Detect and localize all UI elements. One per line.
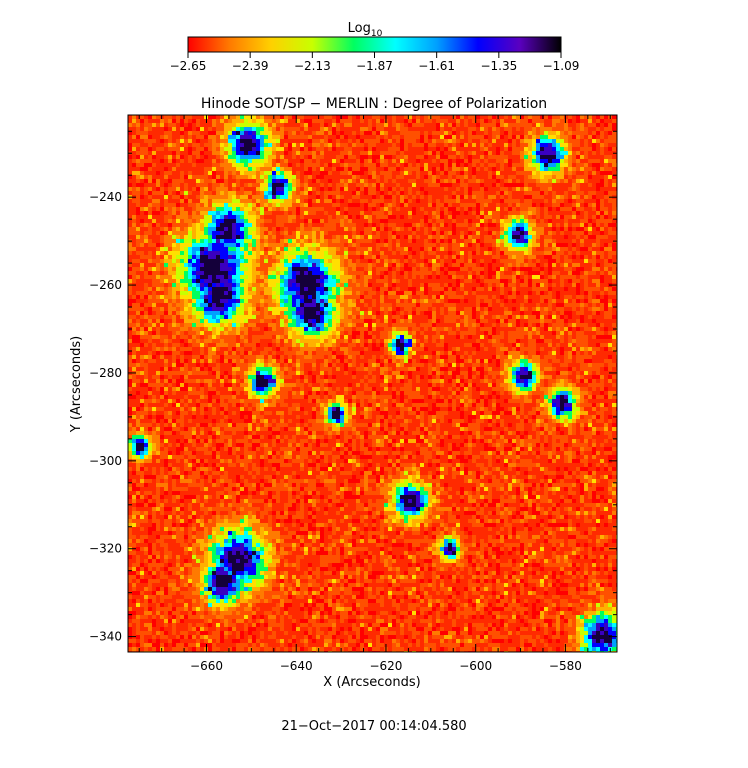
y-axis-ticks: −240 −260 −280 −300 −320 −340 — [89, 130, 617, 644]
y-tick-label: −320 — [89, 542, 122, 556]
colorbar-tick-label: −1.61 — [418, 59, 455, 73]
colorbar-tick-label: −1.35 — [480, 59, 517, 73]
y-tick-label: −280 — [89, 366, 122, 380]
y-axis-label: Y (Arcseconds) — [69, 336, 84, 433]
x-tick-label: −660 — [190, 659, 223, 673]
plot-frame — [127, 114, 618, 653]
x-tick-label: −580 — [549, 659, 582, 673]
plot-title: Hinode SOT/SP − MERLIN : Degree of Polar… — [201, 96, 547, 112]
timestamp: 21−Oct−2017 00:14:04.580 — [281, 719, 466, 734]
colorbar-tick-label: −1.09 — [543, 59, 580, 73]
y-tick-label: −340 — [89, 630, 122, 644]
colorbar-ticks: −2.65 −2.39 −2.13 −1.87 −1.61 −1.35 −1.09 — [170, 52, 580, 73]
x-tick-label: −620 — [369, 659, 402, 673]
colorbar — [187, 36, 562, 53]
x-tick-label: −600 — [459, 659, 492, 673]
x-axis-label: X (Arcseconds) — [323, 675, 420, 690]
colorbar-label: Log10 — [348, 21, 383, 39]
colorbar-tick-label: −2.13 — [294, 59, 331, 73]
y-tick-label: −260 — [89, 278, 122, 292]
colorbar-tick-label: −1.87 — [356, 59, 393, 73]
x-tick-label: −640 — [280, 659, 313, 673]
y-tick-label: −300 — [89, 454, 122, 468]
y-tick-label: −240 — [89, 190, 122, 204]
polarization-map — [128, 115, 617, 652]
colorbar-tick-label: −2.65 — [170, 59, 207, 73]
colorbar-tick-label: −2.39 — [232, 59, 269, 73]
x-axis-ticks: −660 −640 −620 −600 −580 — [138, 115, 611, 673]
